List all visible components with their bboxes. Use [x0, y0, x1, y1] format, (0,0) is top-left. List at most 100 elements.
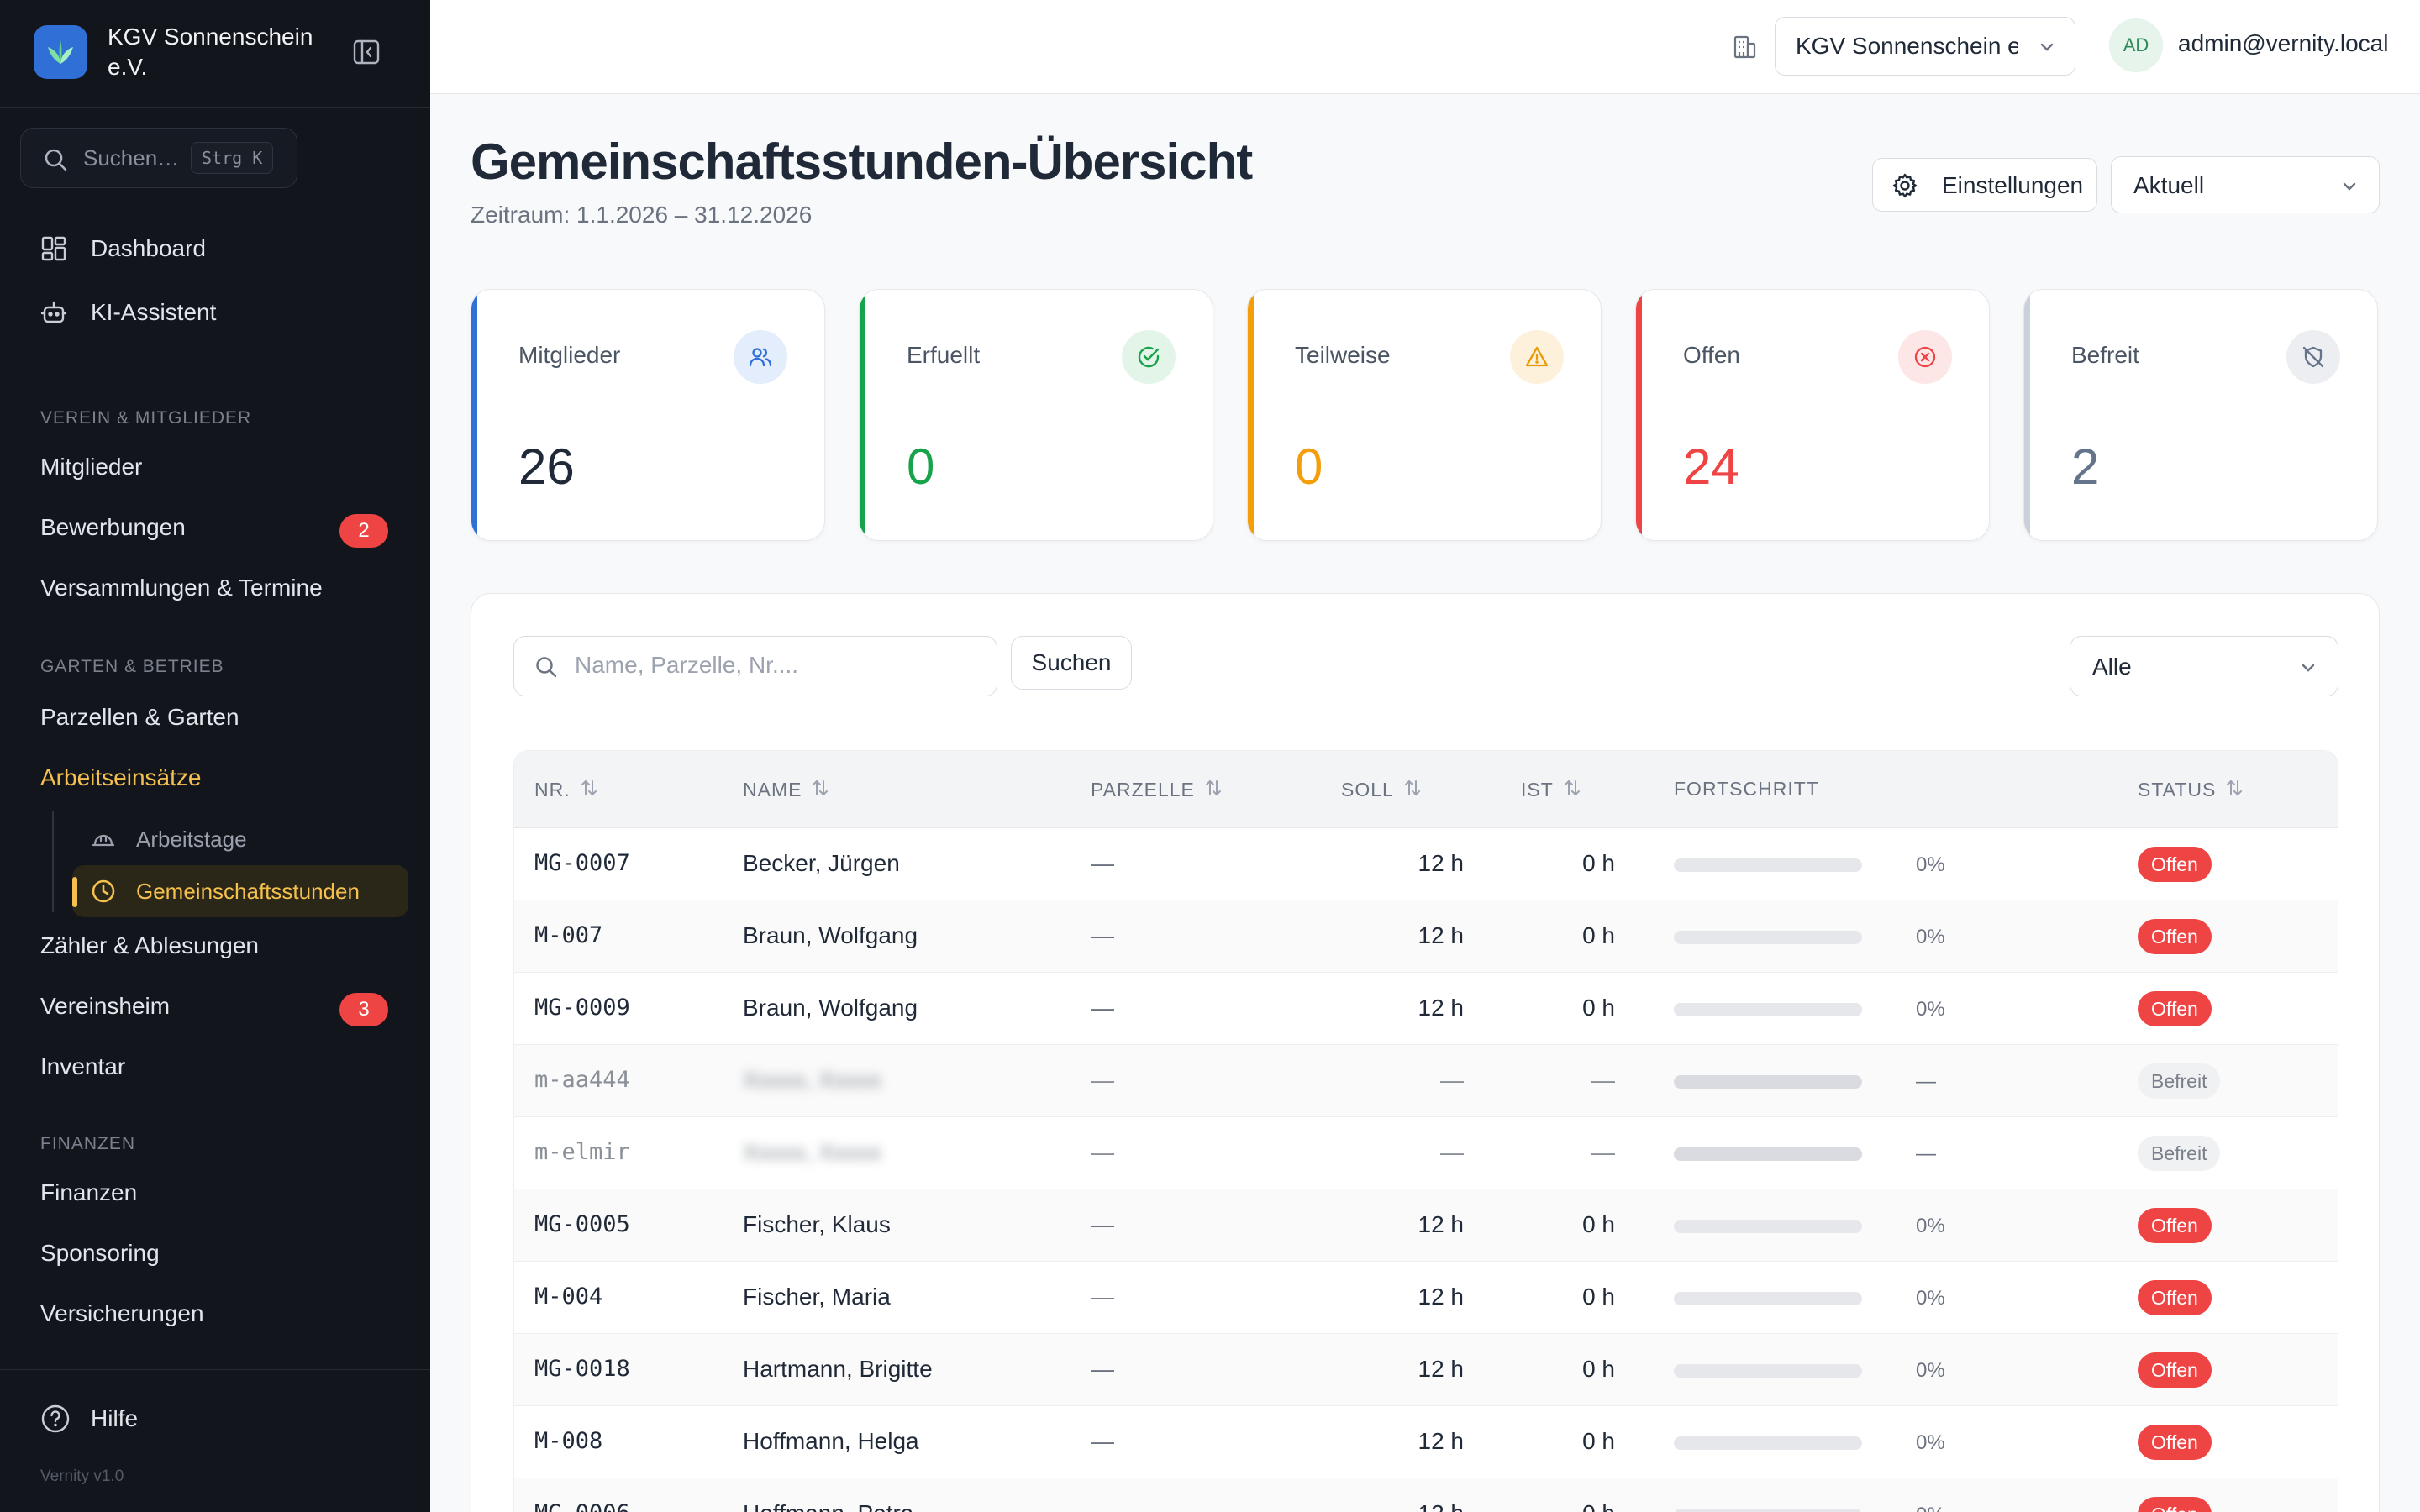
stat-card-teilweise: Teilweise 0 — [1247, 289, 1602, 541]
column-header-soll[interactable]: SOLL — [1341, 778, 1423, 801]
sidebar-item-bewerbungen[interactable]: Bewerbungen 2 — [0, 502, 430, 553]
table-row[interactable]: MG-0007 Becker, Jürgen — 12 h 0 h 0% Offen — [514, 828, 2338, 900]
card-accent — [2024, 290, 2030, 540]
sidebar-item-ki-assistent[interactable]: KI-Assistent — [0, 287, 430, 338]
sidebar-item-sponsoring[interactable]: Sponsoring — [0, 1228, 430, 1278]
table-row[interactable]: MG-0009 Braun, Wolfgang — 12 h 0 h 0% Offen — [514, 973, 2338, 1045]
column-header-label: NR. — [534, 779, 571, 801]
sidebar-item-label: Zähler & Ablesungen — [40, 932, 259, 958]
column-header-label: NAME — [743, 779, 802, 801]
stat-icon-wrap — [1898, 330, 1952, 384]
page-subtitle: Zeitraum: 1.1.2026 – 31.12.2026 — [471, 202, 813, 228]
notification-badge: 2 — [339, 514, 388, 548]
sidebar-collapse-button[interactable] — [351, 37, 381, 67]
table-row[interactable]: M-004 Fischer, Maria — 12 h 0 h 0% Offen — [514, 1262, 2338, 1334]
avatar[interactable]: AD — [2109, 18, 2163, 72]
column-header-name[interactable]: NAME — [743, 778, 830, 801]
sidebar-search[interactable]: Suchen… Strg K — [20, 128, 297, 188]
robot-icon — [40, 301, 67, 323]
shield-off-icon — [2302, 346, 2324, 368]
status-filter-select[interactable]: Alle — [2070, 636, 2338, 696]
active-indicator — [72, 877, 77, 907]
chevron-down-icon — [2302, 664, 2315, 672]
member-search-input[interactable]: Name, Parzelle, Nr.... — [513, 636, 997, 696]
sidebar-subitem-arbeitstage[interactable]: Arbeitstage — [72, 813, 408, 865]
sidebar-item-versicherungen[interactable]: Versicherungen — [0, 1289, 430, 1339]
period-select[interactable]: Aktuell — [2111, 156, 2380, 213]
sidebar-item-label: Gemeinschaftsstunden — [136, 879, 360, 904]
cell-nr: M-007 — [534, 922, 603, 948]
sidebar-item-mitglieder[interactable]: Mitglieder — [0, 442, 430, 492]
stat-value: 0 — [907, 438, 935, 495]
status-badge: Offen — [2138, 919, 2212, 954]
cell-ist: — — [1591, 1139, 1615, 1165]
chevron-down-icon — [2040, 43, 2054, 51]
cell-parzelle: — — [1091, 995, 1114, 1021]
sidebar-section-verein: VEREIN & MITGLIEDER — [40, 408, 252, 428]
chevron-down-icon — [2343, 182, 2356, 191]
cell-soll: — — [1440, 1067, 1464, 1093]
settings-button[interactable]: Einstellungen — [1872, 158, 2097, 212]
sort-icon — [1404, 780, 1420, 796]
stat-card-befreit: Befreit 2 — [2023, 289, 2378, 541]
table-row[interactable]: MG-0018 Hartmann, Brigitte — 12 h 0 h 0% Offen — [514, 1334, 2338, 1406]
cell-ist: 0 h — [1582, 995, 1615, 1021]
sidebar-subitem-gemeinschaftsstunden[interactable]: Gemeinschaftsstunden — [72, 865, 408, 917]
cell-nr: MG-0009 — [534, 995, 630, 1021]
period-select-value: Aktuell — [2133, 172, 2205, 198]
column-header-status[interactable]: STATUS — [2138, 778, 2244, 801]
card-accent — [1636, 290, 1642, 540]
cell-soll: 12 h — [1418, 1428, 1465, 1454]
card-accent — [1248, 290, 1254, 540]
sidebar-item-label: Sponsoring — [40, 1240, 160, 1266]
stat-card-erfuellt: Erfuellt 0 — [859, 289, 1213, 541]
cell-ist: — — [1591, 1067, 1615, 1093]
user-email[interactable]: admin@vernity.local — [2178, 30, 2389, 56]
cell-name: Braun, Wolfgang — [743, 922, 918, 949]
column-header-label: STATUS — [2138, 779, 2217, 801]
table-row[interactable]: M-007 Braun, Wolfgang — 12 h 0 h 0% Offen — [514, 900, 2338, 973]
cell-ist: 0 h — [1506, 1500, 1615, 1512]
sidebar-item-versammlungen[interactable]: Versammlungen & Termine — [0, 563, 430, 613]
organization-select[interactable]: KGV Sonnenschein e.V. — [1775, 17, 2075, 76]
cell-name-redacted: Xxxxx, Xxxxx — [743, 1067, 881, 1093]
column-header-nr[interactable]: NR. — [534, 778, 599, 801]
table-row[interactable]: MG-0006 Hoffmann, Petra — 12 h 0 h 0% Offen — [514, 1478, 2338, 1512]
search-button[interactable]: Suchen — [1011, 636, 1132, 690]
table-row[interactable]: MG-0005 Fischer, Klaus — 12 h 0 h 0% Offen — [514, 1189, 2338, 1262]
sidebar-item-dashboard[interactable]: Dashboard — [0, 223, 430, 274]
table-row[interactable]: M-008 Hoffmann, Helga — 12 h 0 h 0% Offen — [514, 1406, 2338, 1478]
check-circle-icon — [1138, 346, 1160, 368]
cell-soll: 12 h — [1418, 995, 1465, 1021]
table-row[interactable]: m-elmir Xxxxx, Xxxxx — — — — Befreit — [514, 1117, 2338, 1189]
cell-soll: 12 h — [1418, 922, 1465, 948]
cell-soll: 12 h — [1418, 850, 1465, 876]
stat-icon-wrap — [1510, 330, 1564, 384]
cell-name-text: Hartmann, Brigitte — [743, 1356, 933, 1382]
sidebar-item-parzellen[interactable]: Parzellen & Garten — [0, 692, 430, 743]
sort-icon — [1564, 780, 1580, 796]
cell-name-text: Braun, Wolfgang — [743, 995, 918, 1021]
column-header-ist[interactable]: IST — [1521, 778, 1582, 801]
progress-bar — [1674, 1509, 1862, 1512]
status-badge: Offen — [2138, 1352, 2212, 1388]
page-title: Gemeinschaftsstunden-Übersicht — [471, 134, 1253, 190]
stat-icon-wrap — [1122, 330, 1176, 384]
sidebar-item-zaehler[interactable]: Zähler & Ablesungen — [0, 921, 430, 971]
cell-name: Xxxxx, Xxxxx — [743, 1067, 881, 1094]
app-logo — [34, 25, 87, 79]
sidebar-item-label: Parzellen & Garten — [40, 704, 239, 730]
help-link[interactable]: Hilfe — [91, 1405, 139, 1431]
status-filter-value: Alle — [2092, 654, 2132, 680]
column-header-parzelle[interactable]: PARZELLE — [1091, 778, 1223, 801]
table-row[interactable]: m-aa444 Xxxxx, Xxxxx — — — — Befreit — [514, 1045, 2338, 1117]
sidebar-item-arbeitseinsaetze[interactable]: Arbeitseinsätze — [0, 753, 430, 803]
cell-nr: m-elmir — [534, 1139, 630, 1165]
cell-progress-percent: 0% — [1916, 1215, 1945, 1237]
sidebar: KGV Sonnenschein e.V. Suchen… Strg K Das… — [0, 0, 430, 1512]
sidebar-item-vereinsheim[interactable]: Vereinsheim 3 — [0, 981, 430, 1032]
sidebar-item-inventar[interactable]: Inventar — [0, 1042, 430, 1092]
sort-icon — [2227, 780, 2243, 796]
sidebar-item-finanzen[interactable]: Finanzen — [0, 1168, 430, 1218]
cell-soll: 12 h — [1418, 1284, 1465, 1310]
